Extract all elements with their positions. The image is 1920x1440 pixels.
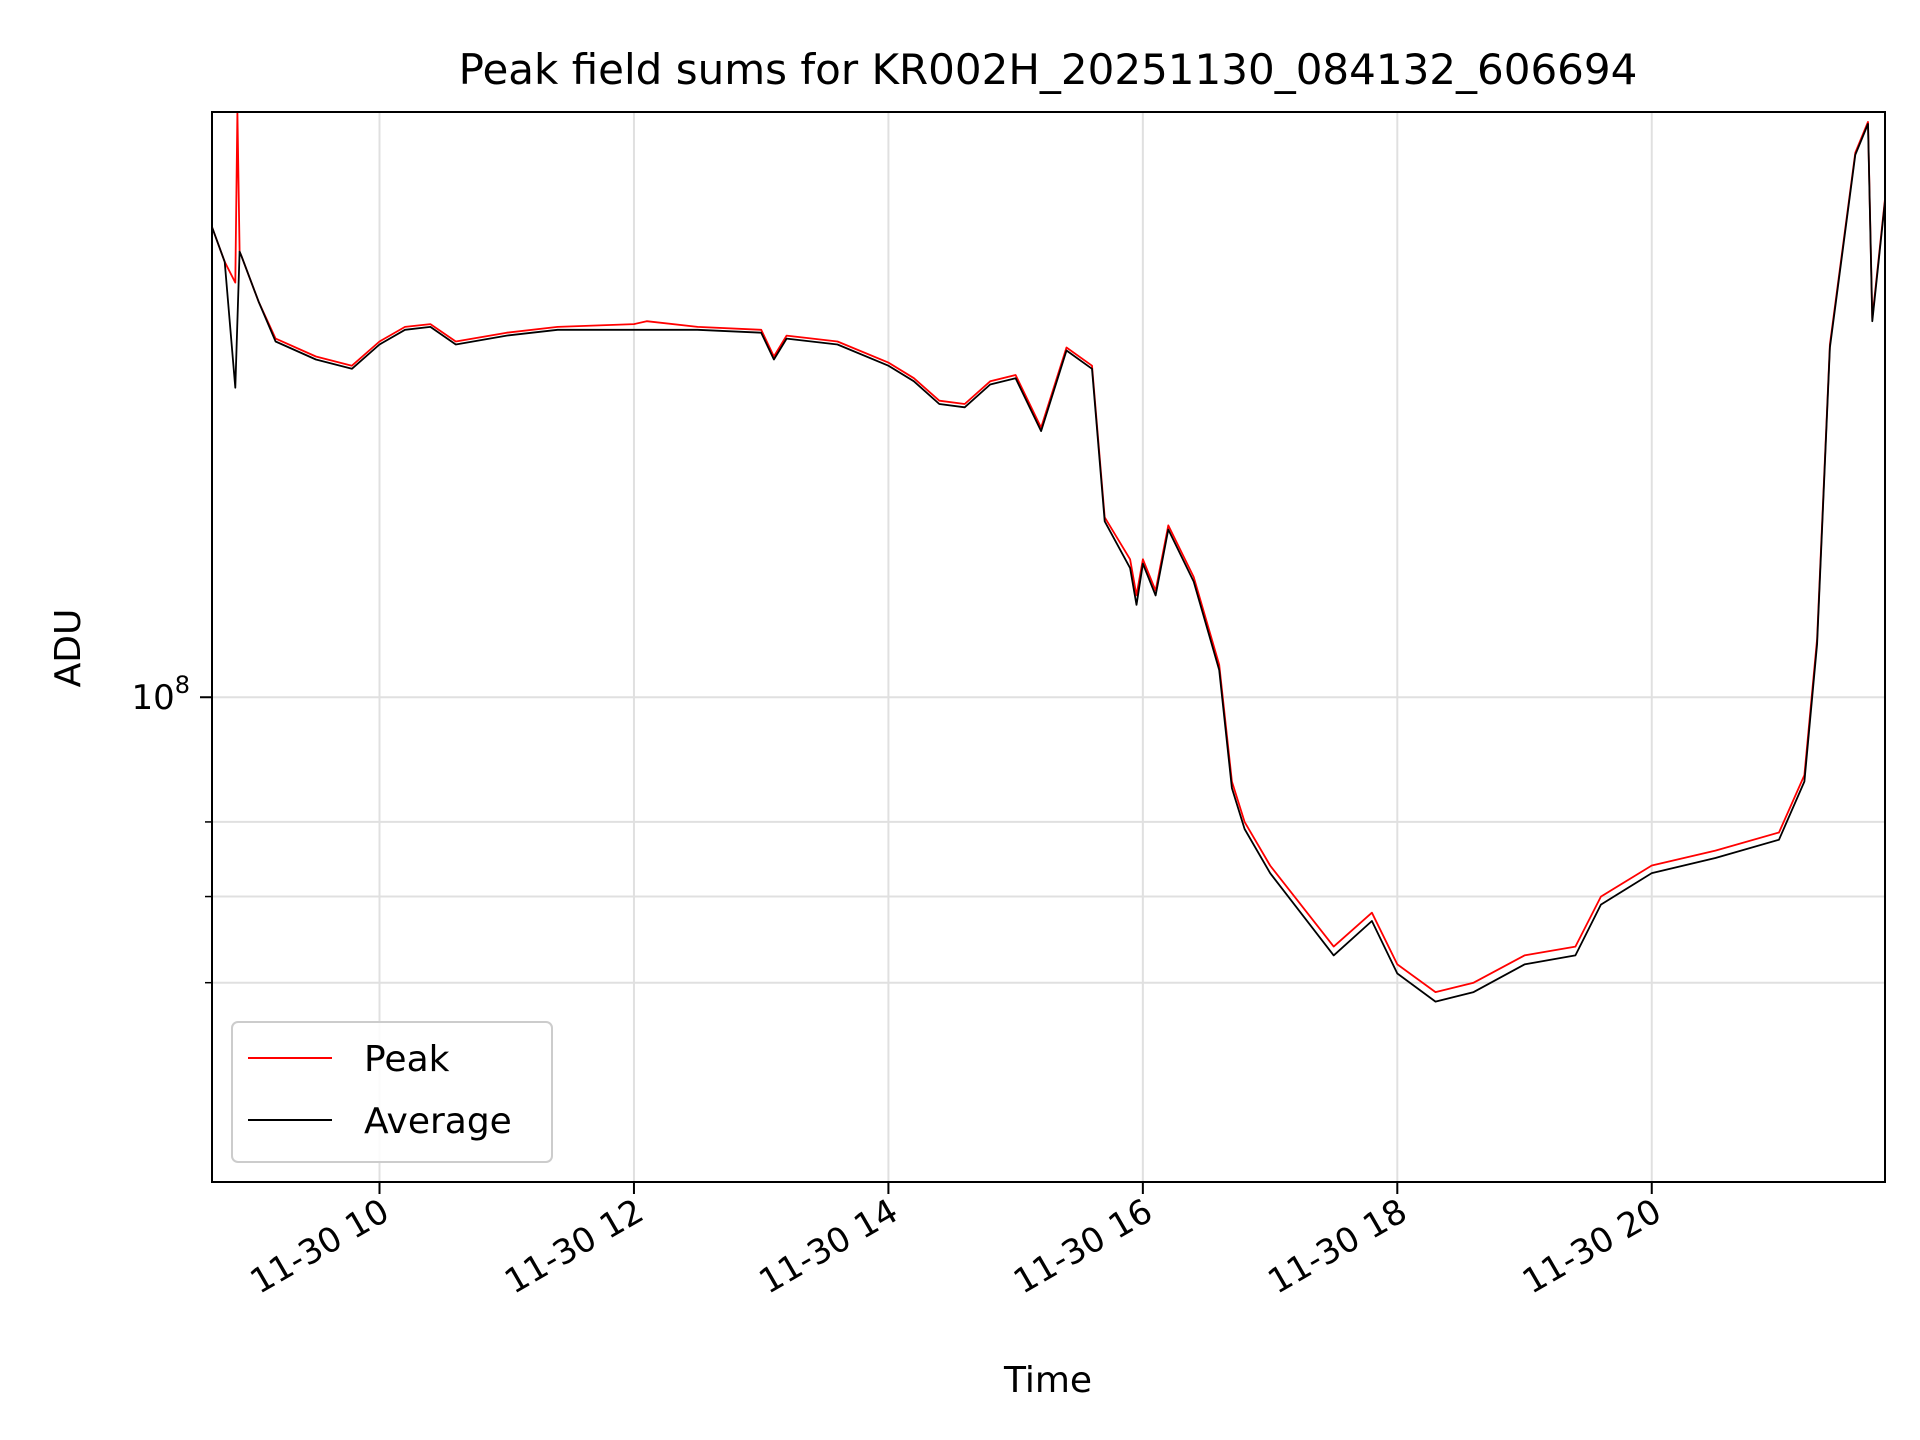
y-tick-label: 108 (131, 671, 190, 718)
series-line-peak (211, 111, 1886, 993)
x-axis-label: Time (1003, 1360, 1092, 1401)
y-axis-label: ADU (48, 609, 89, 688)
series-layer (211, 111, 1886, 1003)
legend-label-average: Average (364, 1101, 512, 1142)
chart-title: Peak field sums for KR002H_20251130_0841… (459, 45, 1638, 94)
legend: Peak Average (231, 1021, 553, 1163)
plot-frame (211, 111, 1886, 1183)
grid-layer (212, 112, 1885, 1182)
series-line-average (211, 123, 1886, 1003)
legend-label-peak: Peak (364, 1039, 450, 1080)
